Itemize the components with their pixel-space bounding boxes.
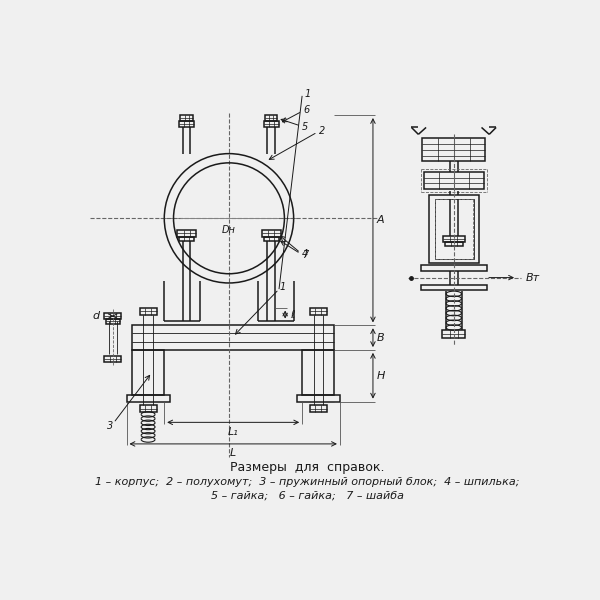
Bar [132, 325, 334, 350]
Text: A: A [377, 215, 385, 225]
Bar [310, 308, 327, 314]
Text: 3: 3 [106, 421, 113, 431]
Bar [434, 199, 474, 259]
Bar [104, 356, 121, 362]
Text: L₁: L₁ [228, 427, 239, 437]
Bar [429, 195, 479, 263]
Bar [106, 319, 119, 324]
Text: ℓ: ℓ [290, 310, 295, 320]
Bar [302, 350, 334, 395]
Text: 7: 7 [302, 250, 308, 260]
Bar [127, 395, 170, 401]
Bar [265, 115, 277, 121]
Bar [132, 350, 164, 395]
Bar [310, 406, 327, 412]
Bar [179, 121, 194, 127]
Bar [178, 230, 196, 237]
Bar [140, 308, 157, 314]
Text: 4: 4 [302, 250, 308, 259]
Bar [179, 237, 194, 241]
Bar [104, 313, 121, 319]
Bar [262, 230, 281, 237]
Text: 1: 1 [304, 89, 311, 100]
Text: 5 – гайка;   6 – гайка;   7 – шайба: 5 – гайка; 6 – гайка; 7 – шайба [211, 491, 404, 500]
Text: L: L [230, 448, 236, 458]
Bar [422, 138, 485, 161]
Bar [443, 236, 464, 242]
Bar [445, 242, 463, 246]
Text: Размеры  для  справок.: Размеры для справок. [230, 461, 385, 473]
Bar [424, 172, 484, 189]
Text: B: B [377, 332, 385, 343]
Text: Dн: Dн [222, 225, 236, 235]
Bar [181, 115, 193, 121]
Bar [421, 284, 487, 290]
Bar [421, 265, 487, 271]
Text: 5: 5 [302, 122, 308, 133]
Text: 1 – корпус;  2 – полухомут;  3 – пружинный опорный блок;  4 – шпилька;: 1 – корпус; 2 – полухомут; 3 – пружинный… [95, 478, 520, 487]
Bar [263, 237, 279, 241]
Text: 2: 2 [319, 125, 325, 136]
Text: H: H [376, 371, 385, 381]
Bar [297, 395, 340, 401]
Text: 1: 1 [280, 282, 286, 292]
Bar [140, 406, 157, 412]
Bar [442, 330, 466, 338]
Text: Bт: Bт [526, 272, 541, 283]
Bar [263, 121, 279, 127]
Text: 6: 6 [304, 105, 310, 115]
Text: d: d [92, 311, 100, 321]
